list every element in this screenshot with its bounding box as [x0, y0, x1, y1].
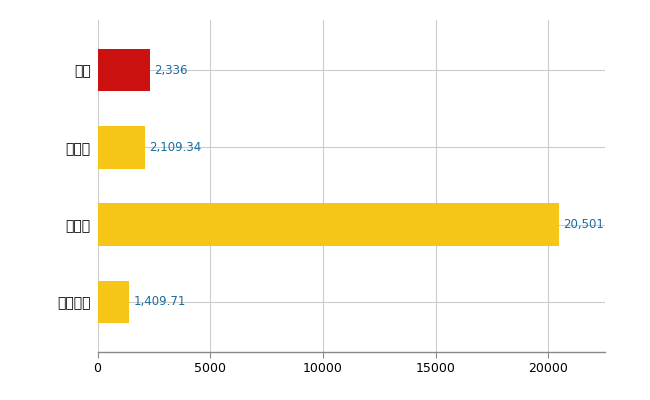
- Bar: [98, 280, 129, 323]
- Text: 1,409.71: 1,409.71: [133, 295, 186, 308]
- Text: 2,336: 2,336: [154, 64, 188, 77]
- Bar: [98, 126, 145, 169]
- Bar: [98, 49, 150, 92]
- Text: 2,109.34: 2,109.34: [149, 141, 202, 154]
- Text: 20,501: 20,501: [564, 218, 604, 231]
- Bar: [98, 203, 560, 246]
